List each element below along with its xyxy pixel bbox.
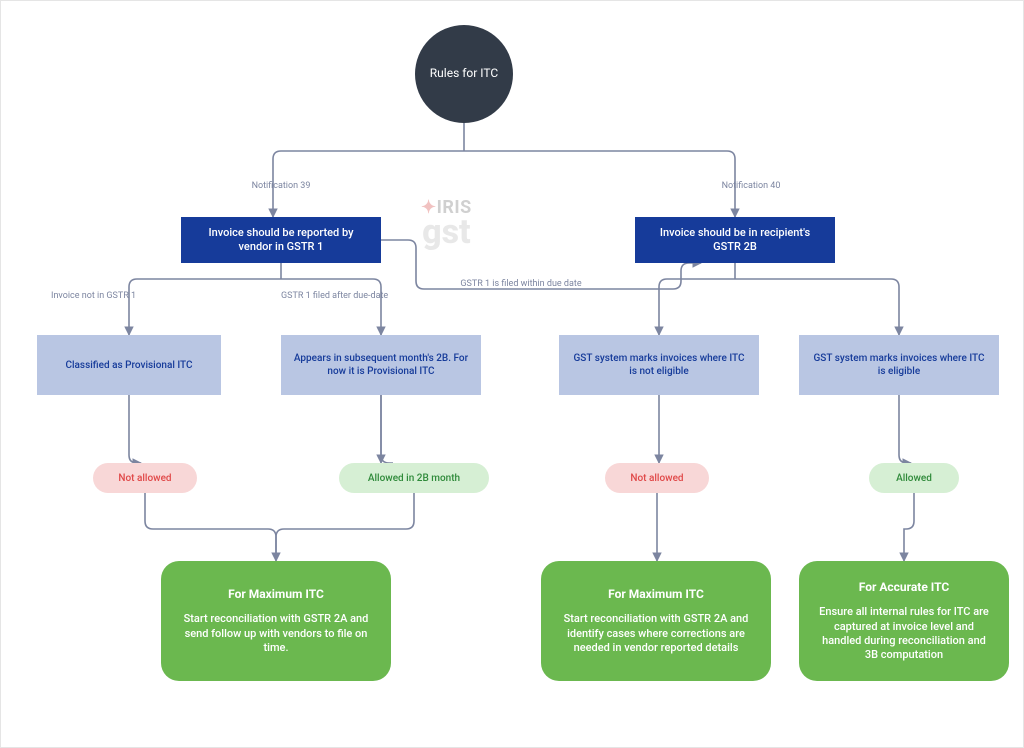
mid-m1: Classified as Provisional ITC [37,335,221,395]
edge-label-within-due: GSTR 1 is filed within due date [421,279,621,289]
rule-left: Invoice should be reported by vendor in … [181,217,381,263]
pill-p2: Allowed in 2B month [339,463,489,493]
pill-p1-label: Not allowed [118,472,171,485]
mid-m1-label: Classified as Provisional ITC [65,359,192,372]
action-a3-body: Ensure all internal rules for ITC are ca… [815,605,993,662]
edge-label-n40: Notification 40 [701,181,801,191]
pill-p4: Allowed [869,463,959,493]
action-a2: For Maximum ITC Start reconciliation wit… [541,561,771,681]
action-a1-body: Start reconciliation with GSTR 2A and se… [177,612,375,655]
edge-label-not-in-gstr1: Invoice not in GSTR 1 [51,291,171,301]
rule-right: Invoice should be in recipient's GSTR 2B [635,217,835,263]
edge-label-after-due: GSTR 1 filed after due-date [281,291,431,301]
root-label: Rules for ITC [430,66,498,82]
action-a1: For Maximum ITC Start reconciliation wit… [161,561,391,681]
edge-label-n39: Notification 39 [231,181,331,191]
pill-p3: Not allowed [605,463,709,493]
action-a1-title: For Maximum ITC [228,587,324,603]
mid-m3-label: GST system marks invoices where ITC is n… [571,352,747,378]
root-node: Rules for ITC [415,25,513,123]
action-a2-body: Start reconciliation with GSTR 2A and id… [557,612,755,655]
pill-p4-label: Allowed [896,472,932,485]
mid-m2-label: Appears in subsequent month's 2B. For no… [293,352,469,378]
flowchart-canvas: ✦IRIS gst [0,0,1024,748]
mid-m2: Appears in subsequent month's 2B. For no… [281,335,481,395]
watermark-irisgst: ✦IRIS gst [421,197,472,252]
pill-p3-label: Not allowed [630,472,683,485]
rule-right-label: Invoice should be in recipient's GSTR 2B [645,226,825,255]
mid-m4: GST system marks invoices where ITC is e… [799,335,999,395]
action-a2-title: For Maximum ITC [608,587,704,603]
mid-m4-label: GST system marks invoices where ITC is e… [811,352,987,378]
pill-p2-label: Allowed in 2B month [368,472,460,485]
action-a3-title: For Accurate ITC [859,580,950,596]
pill-p1: Not allowed [93,463,197,493]
watermark-gst: gst [421,212,472,252]
action-a3: For Accurate ITC Ensure all internal rul… [799,561,1009,681]
mid-m3: GST system marks invoices where ITC is n… [559,335,759,395]
rule-left-label: Invoice should be reported by vendor in … [191,226,371,255]
